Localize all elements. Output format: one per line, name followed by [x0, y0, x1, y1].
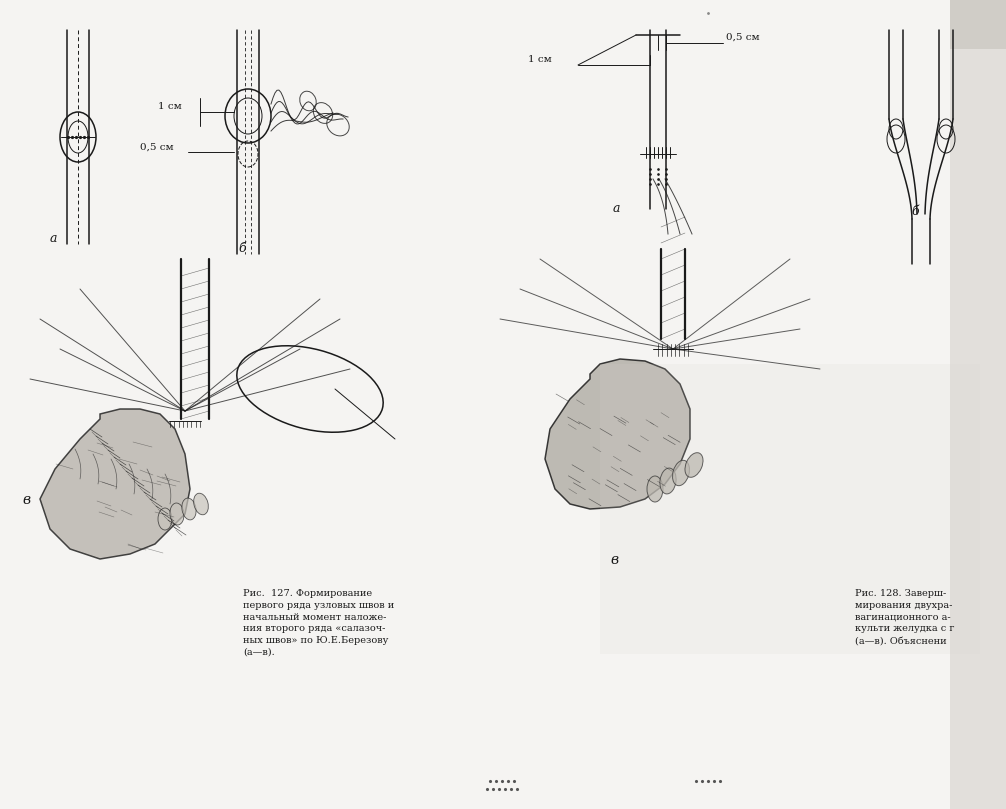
Text: а: а — [613, 202, 621, 215]
Polygon shape — [545, 359, 690, 509]
Text: 1 см: 1 см — [528, 55, 551, 64]
Text: б: б — [911, 205, 918, 218]
Text: 0,5 см: 0,5 см — [140, 143, 174, 152]
Text: б: б — [238, 242, 245, 255]
Text: 1 см: 1 см — [158, 102, 182, 111]
Ellipse shape — [170, 503, 184, 525]
Bar — [950, 0, 1006, 49]
Bar — [600, 364, 980, 654]
Text: в: в — [610, 553, 618, 567]
Text: Рис.  127. Формирование
первого ряда узловых швов и
начальный момент наложе-
ния: Рис. 127. Формирование первого ряда узло… — [243, 589, 394, 657]
Ellipse shape — [182, 498, 196, 520]
Ellipse shape — [158, 508, 172, 530]
Ellipse shape — [660, 468, 676, 494]
Text: а: а — [50, 232, 57, 245]
Bar — [950, 0, 1006, 809]
Text: в: в — [22, 493, 30, 507]
Text: 0,5 см: 0,5 см — [726, 33, 760, 42]
Ellipse shape — [685, 453, 703, 477]
Polygon shape — [40, 409, 190, 559]
Ellipse shape — [673, 460, 689, 485]
Ellipse shape — [647, 476, 663, 502]
Text: Рис. 128. Заверш-
мирования двухра-
вагинационного а-
культи желудка с г
(а—в). : Рис. 128. Заверш- мирования двухра- ваги… — [855, 589, 955, 646]
Ellipse shape — [194, 493, 208, 515]
